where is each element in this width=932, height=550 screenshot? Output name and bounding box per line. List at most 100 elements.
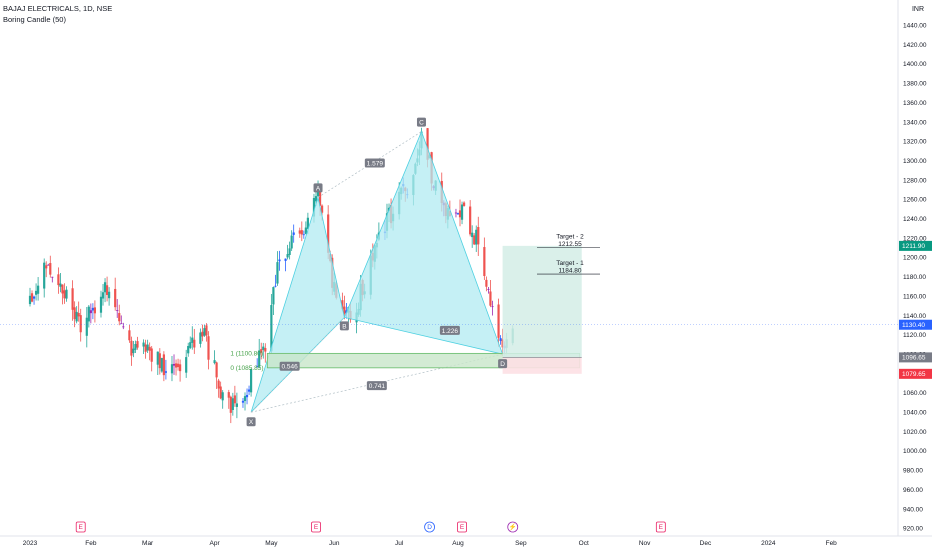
y-tick-label: 940.00 [903,506,923,513]
candle-body [278,259,281,262]
pattern-point-badge [339,321,349,331]
candle-body [487,288,490,290]
candle-body [77,312,80,317]
candle-body [63,290,66,299]
candle-body [262,346,265,350]
candle-body [103,282,107,293]
candle-body [475,229,478,245]
candle-body [73,307,76,320]
x-tick-label: Feb [826,540,838,547]
y-tick-label: 960.00 [903,487,923,494]
y-tick-label: 1160.00 [903,293,926,300]
y-tick-label: 1060.00 [903,390,927,397]
candle-body [47,264,50,266]
candle-body [130,340,133,356]
candle-body [241,400,245,403]
price-badge [899,240,932,251]
x-tick-label: Mar [142,540,154,547]
y-tick-label: 1260.00 [903,197,927,204]
candle-body [233,395,236,404]
ratio-badge [439,325,460,335]
target-value: 1212.55 [558,241,582,248]
ratio-badge [279,361,300,371]
candle-body [132,348,135,354]
price-badge [899,368,932,379]
candle-body [235,403,238,407]
x-tick-label: Jul [395,540,404,547]
candle-body [150,348,153,362]
candle-body [298,230,301,234]
candle-body [483,247,486,277]
y-tick-label: 1340.00 [903,119,927,126]
candle-body [491,306,494,308]
candle-body [174,363,178,368]
candle-body [499,338,502,341]
candle-body [249,368,253,393]
pattern-point-badge [313,183,323,193]
candle-body [65,289,68,299]
candle-body [318,191,322,206]
candle-body [276,262,279,284]
candle-body [187,346,190,354]
x-tick-label: Dec [700,540,712,547]
candle-body [122,326,125,328]
candle-body [191,337,194,343]
candle-body [247,389,251,392]
y-tick-label: 1000.00 [903,448,927,455]
candle-body [286,254,289,258]
candle-body [213,360,216,364]
x-tick-label: Nov [639,540,651,547]
pattern-xab-triangle [250,195,345,413]
y-tick-label: 1140.00 [903,313,926,320]
candle-body [485,279,488,287]
price-badge-label: 1079.65 [902,371,926,378]
candle-body [312,198,316,217]
x-tick-label: Aug [452,540,464,547]
candle-body [71,288,74,310]
candle-body [458,210,462,218]
candle-body [75,311,78,322]
candle-body [199,332,202,344]
fib-level-label: 1 (1100.80) [230,350,263,357]
candle-body [28,295,32,305]
y-tick-label: 1300.00 [903,158,927,165]
candle-body [114,288,117,308]
candle-body [270,305,273,352]
candle-body [292,232,295,235]
candle-body [51,276,54,278]
candle-body [229,396,232,413]
x-tick-label: Sep [515,540,527,547]
candle-body [37,285,40,294]
y-tick-label: 1040.00 [903,410,927,417]
candle-body [260,349,263,353]
candle-body [146,344,149,351]
candle-body [227,392,230,398]
candle-body [258,350,261,367]
y-tick-label: 1240.00 [903,216,927,223]
chart-title: BAJAJ ELECTRICALS, 1D, NSE [3,4,113,13]
pattern-bcd-triangle [343,130,504,355]
candle-body [57,274,60,286]
earnings-marker [75,521,86,533]
candle-body [32,296,36,299]
x-tick-label: May [265,540,278,547]
candle-body [231,398,234,410]
candle-body [101,292,105,299]
y-tick-label: 1180.00 [903,274,926,281]
candle-body [264,347,267,352]
candle-body [30,293,34,302]
candle-body [49,263,52,275]
x-tick-label: 2024 [761,540,776,547]
event-marker-label: D [427,524,432,531]
candle-body [118,313,121,322]
split-marker [507,521,519,533]
candle-body [454,212,458,214]
ratio-badge [366,381,387,391]
event-marker-label: E [314,524,319,531]
pattern-point-badge [416,117,426,127]
candle-body [243,396,247,402]
fib-level-label: 0 (1085.85) [230,365,263,372]
candle-body [87,306,90,322]
candle-body [193,339,196,348]
